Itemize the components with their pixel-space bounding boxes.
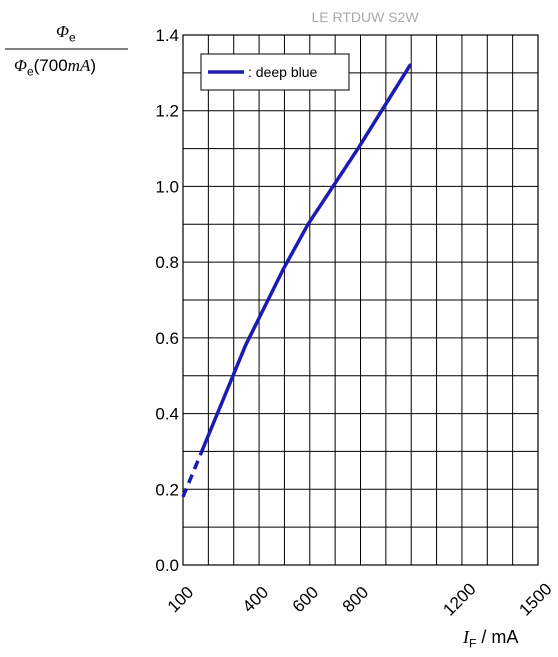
plot-frame bbox=[182, 34, 539, 566]
y-tick-label: 0.6 bbox=[155, 329, 179, 348]
x-axis-label: IF / mA bbox=[463, 627, 518, 651]
y-tick-label: 1.2 bbox=[155, 102, 179, 121]
y-label-denominator-unit: mA bbox=[67, 56, 91, 75]
x-tick-label: 400 bbox=[239, 583, 272, 616]
x-tick-label: 1200 bbox=[439, 579, 479, 619]
legend-label: : deep blue bbox=[248, 64, 317, 80]
x-tick-label: 1500 bbox=[515, 579, 555, 619]
x-tick-label: 800 bbox=[339, 583, 372, 616]
x-label-unit: / mA bbox=[476, 627, 519, 647]
legend: : deep blue bbox=[200, 53, 350, 91]
y-tick-label: 1.0 bbox=[155, 177, 179, 196]
y-label-denominator: Φe(700mA) bbox=[14, 56, 96, 78]
y-tick-label: 0.0 bbox=[155, 556, 179, 575]
chart-title: LE RTDUW S2W bbox=[311, 9, 419, 25]
x-tick-label: 600 bbox=[289, 583, 322, 616]
x-tick-labels: 100 400 600 800 1200 1500 bbox=[164, 579, 556, 619]
series-layer bbox=[181, 63, 412, 498]
y-tick-label: 0.2 bbox=[155, 480, 179, 499]
y-label-denominator-symbol: Φ bbox=[14, 56, 27, 75]
x-label-sub: F bbox=[469, 636, 477, 651]
x-label-symbol: I bbox=[463, 627, 469, 647]
y-tick-labels: 0.0 0.2 0.4 0.6 0.8 1.0 1.2 1.4 bbox=[155, 26, 179, 575]
y-label-numerator-sub: e bbox=[68, 30, 76, 45]
y-tick-label: 0.4 bbox=[155, 405, 179, 424]
y-tick-label: 0.8 bbox=[155, 253, 179, 272]
y-label-numerator: Φe bbox=[56, 22, 76, 44]
series-line bbox=[200, 63, 412, 454]
plot-area-border bbox=[182, 34, 539, 566]
series-line-dashed bbox=[181, 450, 204, 498]
x-tick-label: 100 bbox=[164, 583, 197, 616]
y-label-denominator-close: ) bbox=[90, 56, 97, 75]
y-label-denominator-value: (700 bbox=[33, 56, 68, 75]
y-tick-label: 1.4 bbox=[155, 26, 179, 45]
y-label-denominator-sub: e bbox=[26, 64, 34, 79]
y-label-numerator-symbol: Φ bbox=[56, 22, 69, 41]
grid bbox=[182, 34, 539, 566]
